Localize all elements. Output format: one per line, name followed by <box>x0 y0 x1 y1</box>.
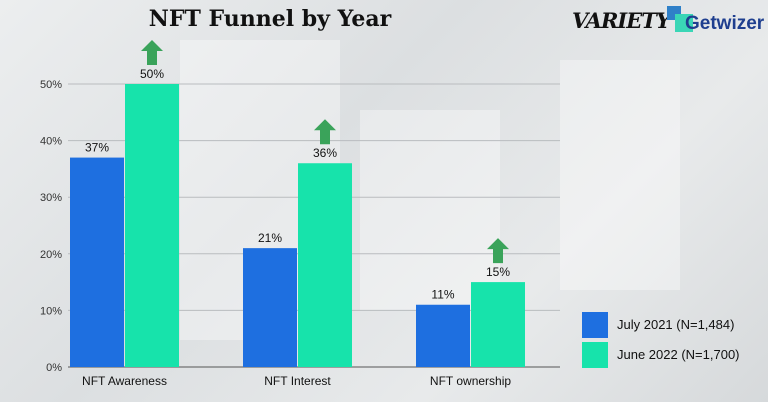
y-tick-label: 40% <box>40 136 62 148</box>
data-label: 11% <box>431 288 454 302</box>
bar-1-2 <box>243 248 297 367</box>
legend-swatch-series-2 <box>582 342 608 368</box>
legend-label-series-2: June 2022 (N=1,700) <box>617 347 740 362</box>
legend-label-series-1: July 2021 (N=1,484) <box>617 317 735 332</box>
x-category-label: NFT ownership <box>430 374 511 388</box>
data-label: 21% <box>258 231 282 245</box>
y-tick-label: 50% <box>40 79 62 91</box>
legend-swatch-series-1 <box>582 312 608 338</box>
up-arrow-icon <box>487 238 509 264</box>
bar-1-1 <box>70 157 124 367</box>
up-arrow-icon <box>141 40 163 65</box>
x-category-label: NFT Awareness <box>82 374 167 388</box>
bar-1-3 <box>416 304 470 367</box>
data-label: 15% <box>486 265 510 279</box>
y-tick-label: 10% <box>40 305 62 317</box>
bar-2-1 <box>125 84 179 367</box>
bar-2-2 <box>298 163 352 367</box>
y-tick-label: 20% <box>40 249 62 261</box>
chart-title: NFT Funnel by Year <box>148 6 392 32</box>
bar-2-3 <box>471 282 525 367</box>
data-label: 36% <box>313 146 337 160</box>
y-tick-label: 0% <box>46 362 62 374</box>
data-label: 37% <box>85 141 109 155</box>
up-arrow-icon <box>314 119 336 145</box>
y-tick-label: 30% <box>40 192 62 204</box>
x-category-label: NFT Interest <box>264 374 331 388</box>
variety-logo: VARIETY <box>572 8 671 33</box>
getwizer-mark-icon <box>667 6 693 32</box>
data-label: 50% <box>140 67 164 81</box>
getwizer-logo-text: Getwizer <box>685 13 765 34</box>
